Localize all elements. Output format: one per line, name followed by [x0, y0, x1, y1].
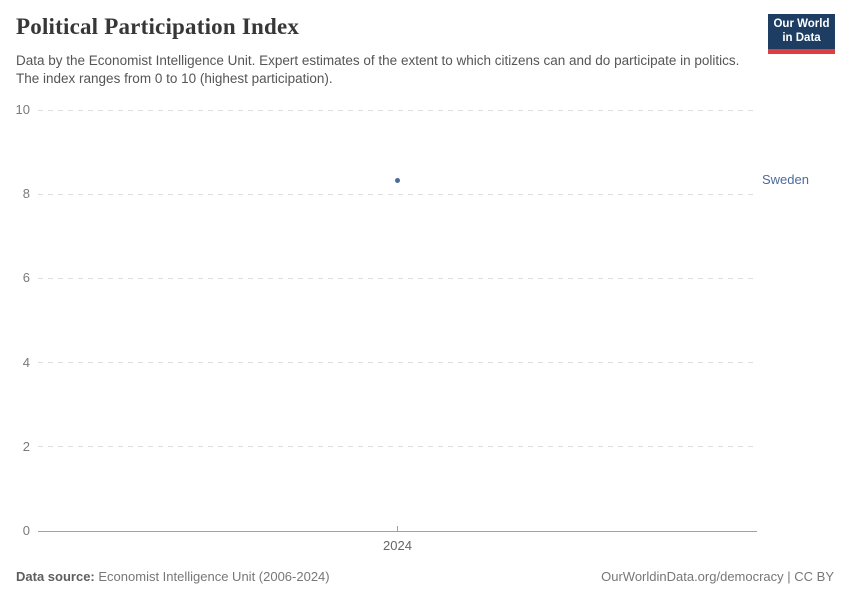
gridline-y-10	[38, 109, 757, 111]
x-axis-line	[38, 530, 757, 532]
y-axis-tick-label: 8	[22, 186, 30, 202]
entity-label-sweden[interactable]: Sweden	[762, 172, 809, 188]
y-axis-tick-label: 0	[22, 523, 30, 538]
y-axis-tick-label: 10	[15, 102, 30, 117]
data-source-label: Data source:	[16, 569, 95, 584]
footer-link[interactable]: OurWorldinData.org/democracy | CC BY	[601, 569, 834, 584]
data-point-sweden[interactable]	[395, 177, 400, 183]
page-title: Political Participation Index	[16, 14, 300, 39]
owid-logo[interactable]: Our World in Data	[768, 14, 835, 54]
chart-subtitle: Data by the Economist Intelligence Unit.…	[16, 53, 740, 86]
y-axis-tick-label: 4	[22, 354, 30, 370]
owid-logo-line2: in Data	[782, 31, 821, 44]
x-axis-tick-label: 2024	[383, 538, 412, 553]
gridline-y-6	[38, 277, 757, 279]
owid-logo-line1: Our World	[773, 17, 830, 30]
x-axis-tick-mark	[397, 526, 398, 531]
data-source-text: Economist Intelligence Unit (2006-2024)	[98, 569, 330, 584]
data-source: Data source: Economist Intelligence Unit…	[16, 569, 330, 584]
gridline-y-4	[38, 362, 757, 364]
y-axis-tick-label: 2	[22, 438, 30, 454]
y-axis-tick-label: 6	[22, 270, 30, 286]
gridline-y-8	[38, 193, 757, 195]
gridline-y-2	[38, 446, 757, 448]
